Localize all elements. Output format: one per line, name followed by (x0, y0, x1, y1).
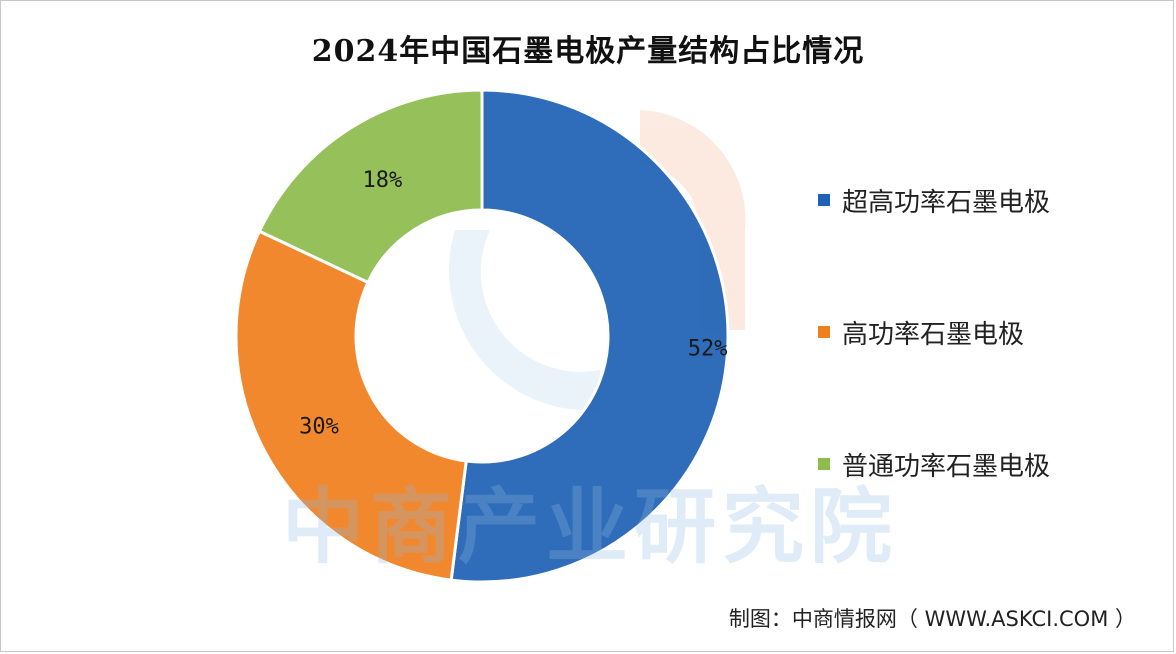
legend-item-regular-power: 普通功率石墨电极 (818, 442, 1158, 486)
data-label: 18% (362, 168, 402, 193)
chart-title: 2024年中国石墨电极产量结构占比情况 (311, 34, 865, 69)
slice-ultra-high-power (449, 88, 730, 584)
source-note: 制图：中商情报网（ WWW.ASKCI.COM ） (729, 603, 1136, 633)
legend-item-high-power: 高功率石墨电极 (818, 310, 1158, 354)
legend-swatch (818, 194, 830, 206)
slice-high-power (234, 229, 468, 582)
source-site: （ WWW.ASKCI.COM ） (896, 607, 1136, 631)
data-label: 30% (299, 415, 339, 440)
legend-swatch (818, 326, 830, 338)
legend-item-ultra-high-power: 超高功率石墨电极 (818, 178, 1158, 222)
chart-legend: 超高功率石墨电极 高功率石墨电极 普通功率石墨电极 (818, 178, 1158, 574)
source-label: 制图：中商情报网 (728, 607, 897, 631)
legend-label: 高功率石墨电极 (842, 319, 1025, 350)
legend-label: 超高功率石墨电极 (842, 187, 1051, 218)
data-label: 52% (688, 337, 728, 362)
slice-regular-power (257, 88, 484, 285)
legend-label: 普通功率石墨电极 (842, 451, 1051, 482)
legend-swatch (818, 458, 830, 470)
